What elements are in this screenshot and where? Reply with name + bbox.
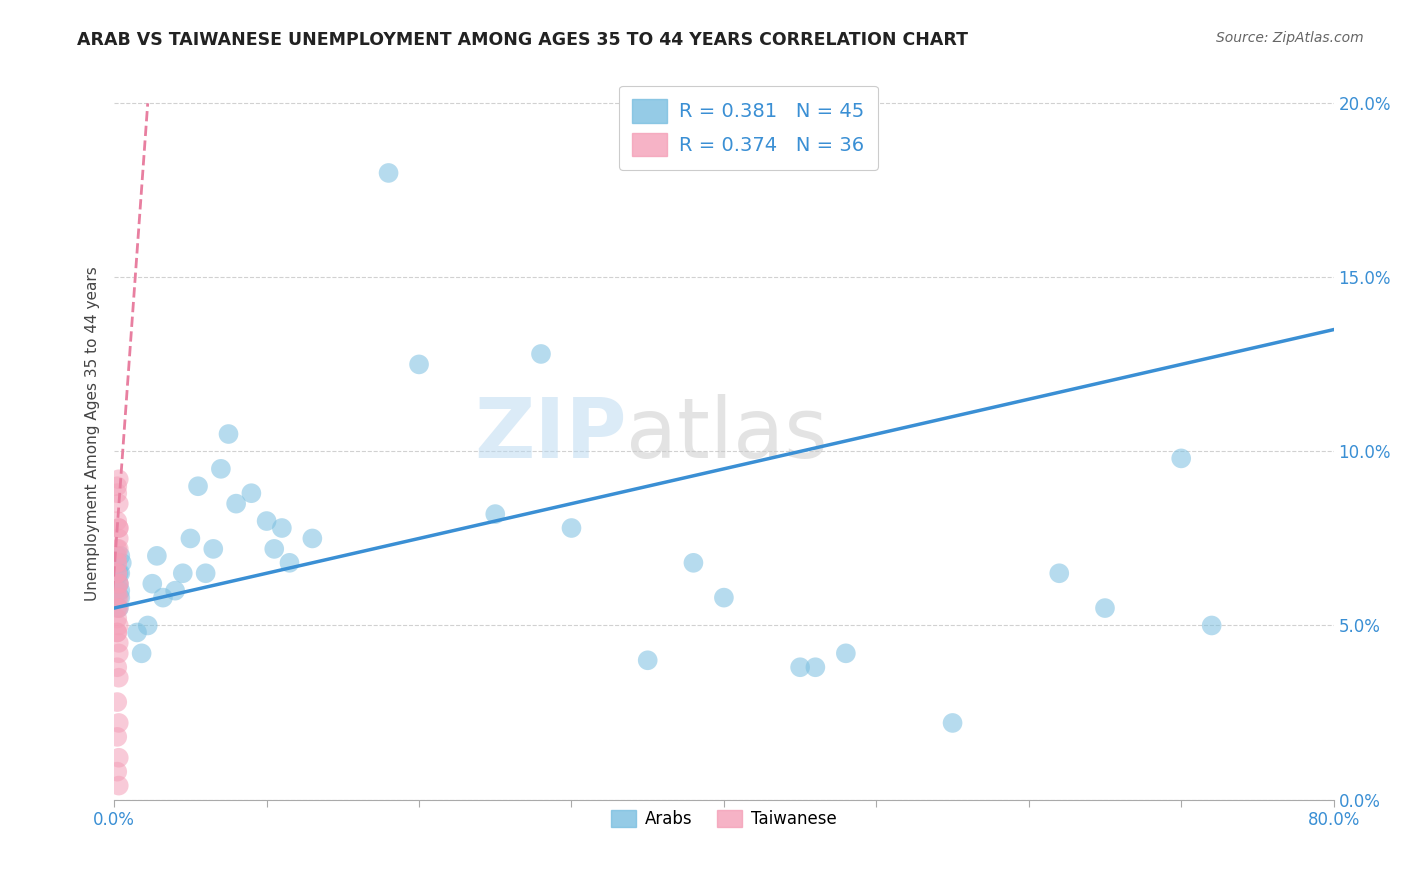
Point bbox=[789, 660, 811, 674]
Point bbox=[107, 601, 129, 615]
Point bbox=[110, 566, 132, 581]
Point bbox=[105, 566, 128, 581]
Point bbox=[172, 566, 194, 581]
Point bbox=[105, 730, 128, 744]
Point bbox=[105, 549, 128, 563]
Point bbox=[165, 583, 187, 598]
Point bbox=[107, 497, 129, 511]
Point bbox=[107, 750, 129, 764]
Point bbox=[125, 625, 148, 640]
Point bbox=[107, 532, 129, 546]
Point bbox=[194, 566, 217, 581]
Point bbox=[804, 660, 827, 674]
Point bbox=[107, 591, 129, 605]
Point bbox=[105, 625, 128, 640]
Text: ZIP: ZIP bbox=[474, 393, 626, 475]
Point bbox=[682, 556, 704, 570]
Point bbox=[105, 611, 128, 625]
Point bbox=[560, 521, 582, 535]
Point bbox=[141, 576, 163, 591]
Point bbox=[835, 646, 858, 660]
Point bbox=[152, 591, 174, 605]
Point bbox=[179, 532, 201, 546]
Point bbox=[105, 556, 128, 570]
Point bbox=[107, 671, 129, 685]
Point bbox=[105, 695, 128, 709]
Point bbox=[263, 541, 285, 556]
Text: ARAB VS TAIWANESE UNEMPLOYMENT AMONG AGES 35 TO 44 YEARS CORRELATION CHART: ARAB VS TAIWANESE UNEMPLOYMENT AMONG AGE… bbox=[77, 31, 969, 49]
Point bbox=[107, 566, 129, 581]
Text: atlas: atlas bbox=[626, 393, 828, 475]
Point bbox=[941, 715, 963, 730]
Point bbox=[107, 618, 129, 632]
Point bbox=[484, 507, 506, 521]
Point bbox=[105, 514, 128, 528]
Point bbox=[107, 646, 129, 660]
Y-axis label: Unemployment Among Ages 35 to 44 years: Unemployment Among Ages 35 to 44 years bbox=[86, 267, 100, 601]
Point bbox=[107, 576, 129, 591]
Point bbox=[1201, 618, 1223, 632]
Point bbox=[105, 556, 128, 570]
Point bbox=[187, 479, 209, 493]
Point bbox=[105, 764, 128, 779]
Point bbox=[278, 556, 301, 570]
Point bbox=[713, 591, 735, 605]
Point bbox=[209, 462, 232, 476]
Point bbox=[105, 625, 128, 640]
Point bbox=[107, 715, 129, 730]
Point bbox=[105, 601, 128, 615]
Point bbox=[270, 521, 292, 535]
Point bbox=[146, 549, 169, 563]
Point bbox=[107, 636, 129, 650]
Point bbox=[225, 497, 247, 511]
Point bbox=[105, 541, 128, 556]
Point bbox=[110, 549, 132, 563]
Point bbox=[136, 618, 159, 632]
Point bbox=[110, 583, 132, 598]
Point bbox=[107, 601, 129, 615]
Point bbox=[256, 514, 278, 528]
Point bbox=[1094, 601, 1116, 615]
Point bbox=[107, 521, 129, 535]
Point bbox=[240, 486, 263, 500]
Point bbox=[107, 472, 129, 486]
Point bbox=[105, 583, 128, 598]
Point bbox=[1170, 451, 1192, 466]
Point bbox=[530, 347, 553, 361]
Point bbox=[105, 660, 128, 674]
Point bbox=[105, 479, 128, 493]
Point bbox=[301, 532, 323, 546]
Point bbox=[131, 646, 153, 660]
Point bbox=[377, 166, 399, 180]
Point bbox=[107, 541, 129, 556]
Text: Source: ZipAtlas.com: Source: ZipAtlas.com bbox=[1216, 31, 1364, 45]
Point bbox=[107, 521, 129, 535]
Point bbox=[105, 591, 128, 605]
Point bbox=[202, 541, 225, 556]
Point bbox=[105, 566, 128, 581]
Point bbox=[111, 556, 134, 570]
Point bbox=[107, 779, 129, 793]
Point bbox=[105, 486, 128, 500]
Point bbox=[107, 576, 129, 591]
Point bbox=[110, 591, 132, 605]
Legend: Arabs, Taiwanese: Arabs, Taiwanese bbox=[605, 804, 844, 835]
Point bbox=[107, 576, 129, 591]
Point bbox=[1047, 566, 1070, 581]
Point bbox=[637, 653, 659, 667]
Point bbox=[218, 427, 240, 442]
Point bbox=[408, 358, 430, 372]
